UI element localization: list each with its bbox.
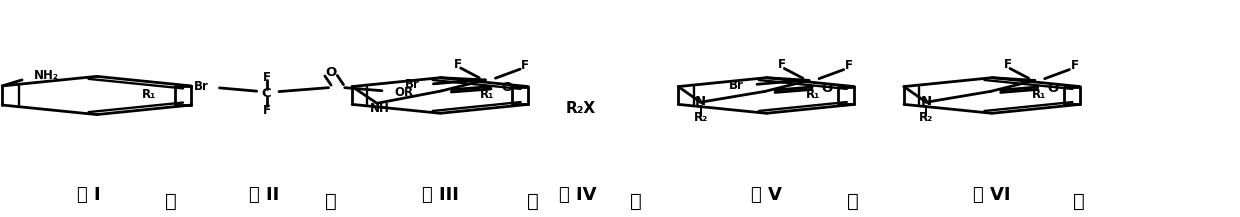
Text: Br: Br (404, 79, 419, 91)
Text: 式 III: 式 III (422, 186, 459, 204)
Text: OR: OR (394, 86, 414, 99)
Text: 式 VI: 式 VI (973, 186, 1011, 204)
Text: F: F (263, 71, 270, 84)
Text: F: F (263, 104, 270, 117)
Text: C: C (262, 87, 272, 100)
Text: O: O (501, 81, 513, 94)
Text: R₂: R₂ (693, 111, 708, 124)
Text: F: F (1003, 58, 1012, 71)
Text: ；: ； (1073, 192, 1085, 211)
Text: 式 IV: 式 IV (559, 186, 596, 204)
Text: R₂X: R₂X (565, 101, 595, 116)
Text: ，: ， (630, 192, 642, 211)
Text: ，: ， (165, 192, 177, 211)
Text: F: F (1070, 59, 1079, 72)
Text: ，: ， (325, 192, 337, 211)
Text: O: O (821, 82, 833, 95)
Text: O: O (1047, 82, 1059, 95)
Text: O: O (325, 66, 337, 79)
Text: F: F (777, 58, 786, 71)
Text: 式 V: 式 V (751, 186, 781, 204)
Text: ，: ， (527, 192, 539, 211)
Text: N: N (921, 95, 931, 108)
Text: R₁: R₁ (1032, 88, 1047, 101)
Text: R₁: R₁ (141, 88, 156, 101)
Text: NH₂: NH₂ (35, 69, 60, 82)
Text: 式 II: 式 II (249, 186, 279, 204)
Text: R₂: R₂ (919, 111, 934, 124)
Text: ，: ， (847, 192, 859, 211)
Text: F: F (844, 59, 853, 72)
Text: NH: NH (370, 102, 389, 115)
Text: N: N (696, 95, 706, 108)
Text: F: F (454, 58, 463, 71)
Text: Br: Br (728, 79, 743, 92)
Text: 式 I: 式 I (77, 186, 102, 204)
Text: Br: Br (193, 80, 208, 93)
Text: R₁: R₁ (806, 88, 821, 101)
Text: R₁: R₁ (480, 88, 495, 101)
Text: F: F (521, 59, 529, 72)
